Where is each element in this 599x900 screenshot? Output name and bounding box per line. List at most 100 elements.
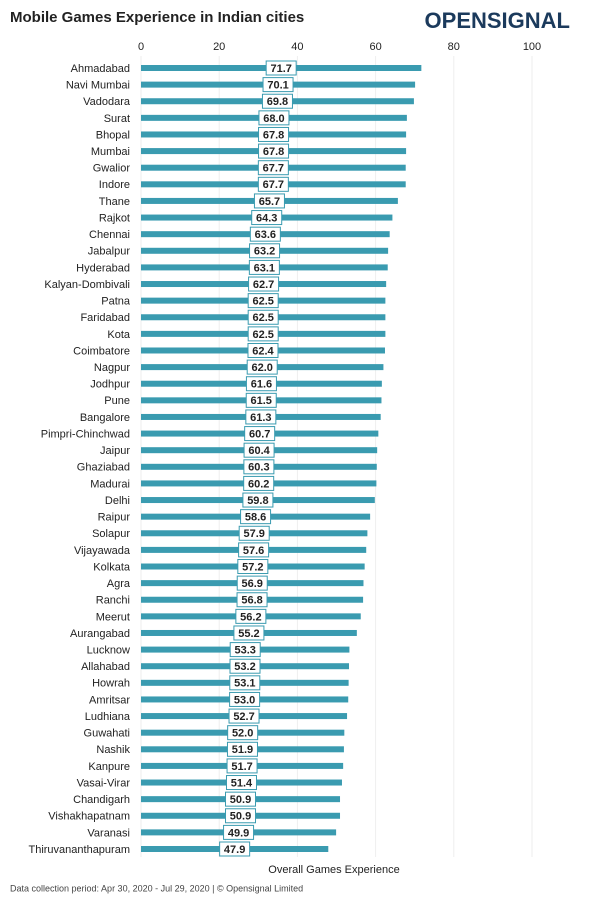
value-label: 51.7 bbox=[231, 761, 252, 773]
value-label-box bbox=[247, 342, 279, 358]
value-label: 55.2 bbox=[238, 628, 259, 640]
value-label-box bbox=[242, 492, 274, 508]
y-tick-label: Kanpure bbox=[88, 761, 130, 773]
value-label: 50.9 bbox=[230, 811, 251, 823]
value-label: 58.6 bbox=[245, 512, 266, 524]
y-tick-label: Vasai-Virar bbox=[77, 777, 131, 789]
value-label-box bbox=[229, 691, 261, 707]
y-tick-label: Coimbatore bbox=[73, 345, 130, 357]
brand-logo: OPENSIGNAL bbox=[425, 8, 570, 33]
value-label-box bbox=[225, 808, 257, 824]
y-tick-label: Rajkot bbox=[99, 212, 130, 224]
y-tick-label: Thane bbox=[99, 196, 130, 208]
y-tick-label: Ghaziabad bbox=[77, 462, 130, 474]
y-tick-label: Amritsar bbox=[89, 694, 130, 706]
y-tick-label: Kalyan-Dombivali bbox=[44, 279, 130, 291]
y-tick-label: Pune bbox=[104, 395, 130, 407]
value-label: 51.9 bbox=[232, 744, 253, 756]
y-tick-label: Thiruvananthapuram bbox=[28, 844, 130, 856]
value-label-box bbox=[245, 409, 277, 425]
value-label-box bbox=[225, 791, 257, 807]
y-tick-label: Bangalore bbox=[80, 412, 130, 424]
value-label-box bbox=[247, 326, 279, 342]
y-tick-label: Madurai bbox=[90, 478, 130, 490]
value-label: 50.9 bbox=[230, 794, 251, 806]
value-label: 47.9 bbox=[224, 844, 245, 856]
y-tick-label: Delhi bbox=[105, 495, 130, 507]
y-tick-label: Ludhiana bbox=[85, 711, 131, 723]
value-label-box bbox=[238, 525, 270, 541]
y-tick-label: Vishakhapatnam bbox=[48, 811, 130, 823]
value-label: 52.0 bbox=[232, 728, 253, 740]
value-label: 67.8 bbox=[263, 146, 284, 158]
value-label: 52.7 bbox=[233, 711, 254, 723]
value-label-box bbox=[247, 309, 279, 325]
value-label: 53.3 bbox=[234, 645, 255, 657]
y-tick-label: Navi Mumbai bbox=[66, 80, 130, 92]
y-tick-label: Agra bbox=[107, 578, 131, 590]
x-tick-label: 20 bbox=[213, 41, 225, 53]
y-tick-label: Ranchi bbox=[96, 595, 130, 607]
y-tick-label: Varanasi bbox=[87, 827, 130, 839]
y-tick-label: Hyderabad bbox=[76, 262, 130, 274]
value-label: 63.2 bbox=[254, 246, 275, 258]
value-label: 62.5 bbox=[252, 329, 273, 341]
value-label-box bbox=[257, 176, 289, 192]
value-label-box bbox=[258, 126, 290, 142]
y-tick-label: Allahabad bbox=[81, 661, 130, 673]
chart-title: Mobile Games Experience in Indian cities bbox=[10, 9, 304, 26]
y-tick-label: Lucknow bbox=[87, 645, 130, 657]
y-tick-label: Faridabad bbox=[80, 312, 130, 324]
y-tick-label: Kolkata bbox=[93, 561, 131, 573]
value-label-box bbox=[236, 592, 268, 608]
value-label: 60.3 bbox=[248, 462, 269, 474]
y-tick-label: Indore bbox=[99, 179, 130, 191]
value-label-box bbox=[238, 542, 270, 558]
value-label-box bbox=[225, 775, 257, 791]
value-label: 63.6 bbox=[255, 229, 276, 241]
value-label-box bbox=[248, 259, 280, 275]
value-label-box bbox=[244, 426, 276, 442]
y-tick-label: Guwahati bbox=[84, 728, 130, 740]
y-tick-label: Vadodara bbox=[83, 96, 131, 108]
value-label: 51.4 bbox=[231, 777, 253, 789]
value-label-box bbox=[235, 608, 267, 624]
y-tick-label: Solapur bbox=[92, 528, 130, 540]
value-label: 57.9 bbox=[243, 528, 264, 540]
value-label: 67.7 bbox=[263, 179, 284, 191]
value-label-box bbox=[226, 741, 258, 757]
value-label-box bbox=[262, 77, 294, 93]
value-label-box bbox=[219, 841, 251, 857]
value-label-box bbox=[248, 276, 280, 292]
value-label: 67.8 bbox=[263, 129, 284, 141]
y-tick-label: Chandigarh bbox=[73, 794, 130, 806]
value-label: 61.5 bbox=[251, 395, 272, 407]
value-label: 62.0 bbox=[251, 362, 272, 374]
y-tick-label: Mumbai bbox=[91, 146, 130, 158]
value-label-box bbox=[240, 509, 272, 525]
value-label: 60.4 bbox=[248, 445, 270, 457]
value-label: 62.5 bbox=[252, 312, 273, 324]
value-label-box bbox=[243, 459, 275, 475]
value-label-box bbox=[229, 658, 261, 674]
value-label: 62.5 bbox=[252, 296, 273, 308]
footnote: Data collection period: Apr 30, 2020 - J… bbox=[10, 883, 303, 893]
value-label-box bbox=[258, 143, 290, 159]
y-tick-label: Howrah bbox=[92, 678, 130, 690]
value-label-box bbox=[227, 725, 259, 741]
y-tick-label: Jodhpur bbox=[90, 379, 130, 391]
x-tick-label: 40 bbox=[291, 41, 303, 53]
value-label: 63.1 bbox=[254, 262, 275, 274]
x-tick-label: 80 bbox=[448, 41, 460, 53]
value-label-box bbox=[249, 243, 281, 259]
value-label: 53.1 bbox=[234, 678, 255, 690]
value-label-box bbox=[229, 642, 261, 658]
x-axis-label: Overall Games Experience bbox=[268, 864, 399, 876]
value-label: 61.6 bbox=[251, 379, 272, 391]
value-label: 65.7 bbox=[259, 196, 280, 208]
value-label-box bbox=[226, 758, 258, 774]
y-tick-label: Gwalior bbox=[93, 163, 131, 175]
value-label: 69.8 bbox=[267, 96, 288, 108]
y-tick-label: Chennai bbox=[89, 229, 130, 241]
